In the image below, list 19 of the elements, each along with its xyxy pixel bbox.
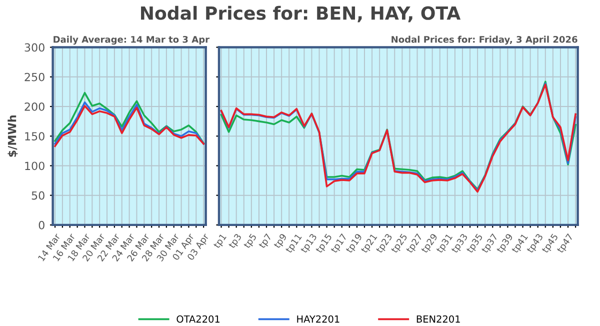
x-tick-label: tp5 [243, 233, 258, 250]
y-tick-label: 300 [24, 43, 44, 52]
x-tick-label: tp3 [228, 233, 244, 250]
x-tick-label: tp1 [213, 233, 228, 250]
legend-label: BEN2201 [416, 315, 460, 323]
text: Nodal Prices for: BEN, HAY, OTA [141, 6, 461, 22]
y-tick-label: 200 [24, 102, 44, 111]
x-tick-label: tp7 [258, 233, 274, 250]
y-tick-label: 50 [32, 191, 44, 200]
y-axis-title: $/MWh [8, 115, 18, 157]
legend-label: HAY2201 [297, 315, 340, 323]
legend-label: OTA2201 [176, 315, 220, 323]
chart-subtitle: Nodal Prices for: Friday, 3 April 2026 [392, 36, 578, 45]
y-tick-label: 150 [25, 132, 44, 140]
chart-subtitle: Daily Average: 14 Mar to 3 Apr [54, 36, 210, 45]
y-tick-label: 250 [24, 72, 44, 82]
y-tick-label: 100 [25, 162, 44, 170]
y-tick-label: 0 [38, 220, 44, 230]
line-series [54, 92, 204, 144]
